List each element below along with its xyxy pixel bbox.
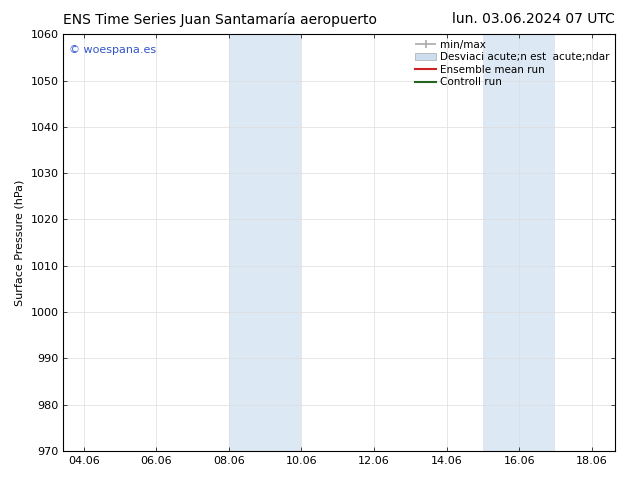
Bar bbox=[229, 34, 265, 451]
Text: © woespana.es: © woespana.es bbox=[69, 45, 156, 55]
Bar bbox=[483, 34, 519, 451]
Text: ENS Time Series Juan Santamaría aeropuerto: ENS Time Series Juan Santamaría aeropuer… bbox=[63, 12, 377, 27]
Bar bbox=[519, 34, 555, 451]
Bar bbox=[265, 34, 301, 451]
Y-axis label: Surface Pressure (hPa): Surface Pressure (hPa) bbox=[15, 179, 25, 306]
Legend: min/max, Desviaci acute;n est  acute;ndar, Ensemble mean run, Controll run: min/max, Desviaci acute;n est acute;ndar… bbox=[413, 37, 612, 89]
Text: lun. 03.06.2024 07 UTC: lun. 03.06.2024 07 UTC bbox=[452, 12, 615, 26]
